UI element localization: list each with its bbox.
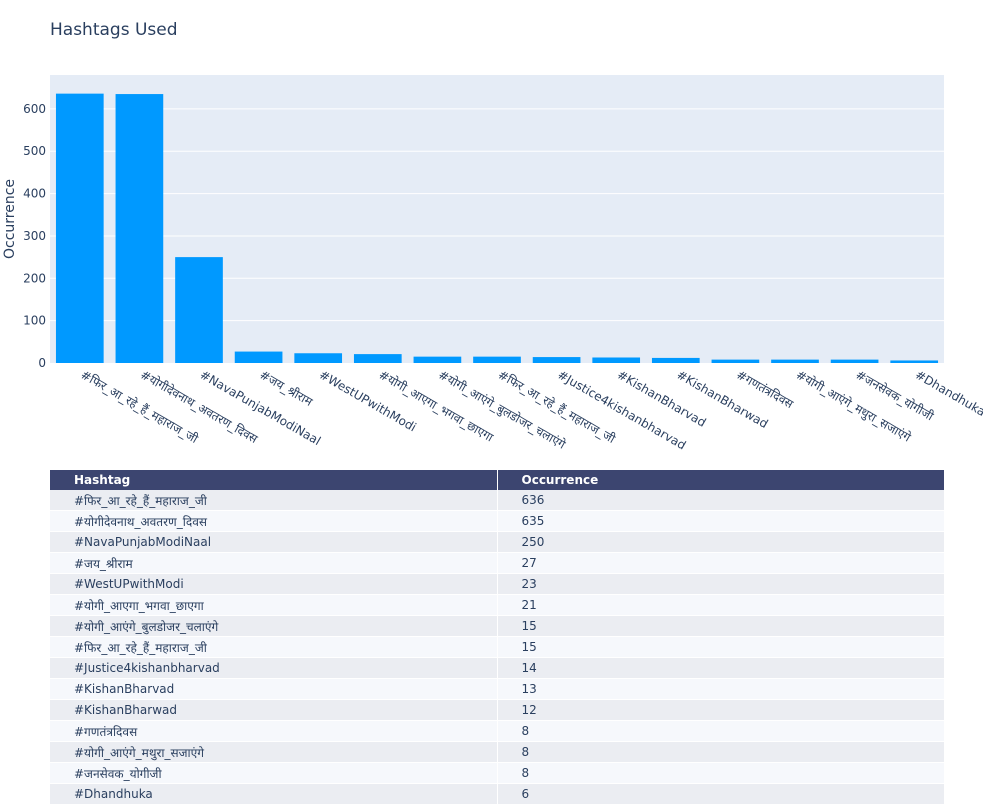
- table-row: #जनसेवक_योगीजी 8: [50, 762, 945, 784]
- cell-occurrence: 23: [497, 573, 945, 595]
- cell-hashtag: #NavaPunjabModiNaal: [50, 531, 498, 553]
- cell-hashtag: #फिर_आ_रहे_हैं_महाराज_जी: [50, 636, 498, 658]
- cell-hashtag: #योगी_आएंगे_मथुरा_सजाएंगे: [50, 741, 498, 763]
- table-row: #जय_श्रीराम 27: [50, 552, 945, 574]
- cell-hashtag: #फिर_आ_रहे_हैं_महाराज_जी: [50, 490, 498, 511]
- cell-occurrence: 250: [497, 531, 945, 553]
- cell-hashtag: #WestUPwithModi: [50, 573, 498, 595]
- cell-hashtag: #जनसेवक_योगीजी: [50, 762, 498, 784]
- grid-lines: [50, 108, 944, 322]
- bar: [353, 354, 402, 363]
- bar: [413, 356, 462, 363]
- cell-hashtag: #Dhandhuka: [50, 783, 498, 805]
- cell-occurrence: 15: [497, 615, 945, 637]
- cell-hashtag: #KishanBharwad: [50, 699, 498, 721]
- table-row: #NavaPunjabModiNaal 250: [50, 531, 945, 553]
- bar: [115, 94, 164, 363]
- cell-occurrence: 8: [497, 720, 945, 742]
- bar: [294, 353, 343, 363]
- table-row: #योगीदेवनाथ_अवतरण_दिवस 635: [50, 510, 945, 532]
- y-tick-label: 400: [23, 187, 46, 201]
- cell-hashtag: #गणतंत्रदिवस: [50, 720, 498, 742]
- cell-occurrence: 636: [497, 490, 945, 511]
- bar: [651, 357, 700, 363]
- bar: [55, 93, 104, 364]
- cell-occurrence: 8: [497, 741, 945, 763]
- cell-hashtag: #जय_श्रीराम: [50, 552, 498, 574]
- bar: [175, 257, 223, 363]
- cell-occurrence: 21: [497, 594, 945, 616]
- bar: [473, 356, 521, 363]
- y-tick-label: 600: [23, 102, 46, 116]
- bar: [532, 357, 581, 363]
- table-row: #KishanBharwad 12: [50, 699, 945, 721]
- cell-occurrence: 635: [497, 510, 945, 532]
- cell-hashtag: #योगीदेवनाथ_अवतरण_दिवस: [50, 510, 498, 532]
- table-row: #योगी_आएगा_भगवा_छाएगा 21: [50, 594, 945, 616]
- y-axis-title: Occurrence: [2, 179, 18, 259]
- bar: [771, 359, 819, 363]
- header-hashtag: Hashtag: [50, 470, 498, 490]
- bars: [55, 93, 939, 364]
- y-tick-label: 100: [23, 314, 46, 328]
- bar: [711, 359, 760, 363]
- y-tick-label: 0: [38, 356, 46, 370]
- table-row: #WestUPwithModi 23: [50, 573, 945, 595]
- cell-occurrence: 14: [497, 657, 945, 679]
- cell-occurrence: 6: [497, 783, 945, 805]
- header-occurrence: Occurrence: [497, 470, 945, 490]
- cell-hashtag: #KishanBharvad: [50, 678, 498, 700]
- cell-occurrence: 27: [497, 552, 945, 574]
- y-tick-labels: 0 100 200 300 400 500 600: [23, 102, 46, 370]
- cell-occurrence: 15: [497, 636, 945, 658]
- table-header-row: Hashtag Occurrence: [50, 470, 945, 490]
- x-tick-label: #WestUPwithModi: [317, 367, 419, 434]
- table-row: #योगी_आएंगे_बुलडोजर_चलाएंगे 15: [50, 615, 945, 637]
- y-tick-label: 500: [23, 144, 46, 158]
- hashtag-table: Hashtag Occurrence #फिर_आ_रहे_हैं_महाराज…: [50, 470, 945, 805]
- table-row: #फिर_आ_रहे_हैं_महाराज_जी 15: [50, 636, 945, 658]
- bar: [592, 357, 641, 363]
- table-row: #गणतंत्रदिवस 8: [50, 720, 945, 742]
- x-tick-labels: #फिर_आ_रहे_हैं_महाराज_जी#योगीदेवनाथ_अवतर…: [78, 367, 983, 452]
- table-row: #योगी_आएंगे_मथुरा_सजाएंगे 8: [50, 741, 945, 763]
- bar-chart: 0 100 200 300 400 500 600 #फिर_आ_रहे_हैं_महारा…: [2, 75, 983, 453]
- cell-hashtag: #योगी_आएगा_भगवा_छाएगा: [50, 594, 498, 616]
- y-tick-label: 300: [23, 229, 46, 243]
- table-row: #Justice4kishanbharvad 14: [50, 657, 945, 679]
- bar: [830, 359, 879, 363]
- cell-hashtag: #Justice4kishanbharvad: [50, 657, 498, 679]
- table-row: #फिर_आ_रहे_हैं_महाराज_जी 636: [50, 490, 945, 511]
- bar: [234, 351, 283, 363]
- table-row: #KishanBharvad 13: [50, 678, 945, 700]
- y-tick-label: 200: [23, 271, 46, 285]
- table-row: #Dhandhuka 6: [50, 783, 945, 805]
- cell-occurrence: 12: [497, 699, 945, 721]
- bar: [890, 360, 939, 363]
- cell-occurrence: 13: [497, 678, 945, 700]
- cell-hashtag: #योगी_आएंगे_बुलडोजर_चलाएंगे: [50, 615, 498, 637]
- chart-title: Hashtags Used: [50, 20, 178, 40]
- cell-occurrence: 8: [497, 762, 945, 784]
